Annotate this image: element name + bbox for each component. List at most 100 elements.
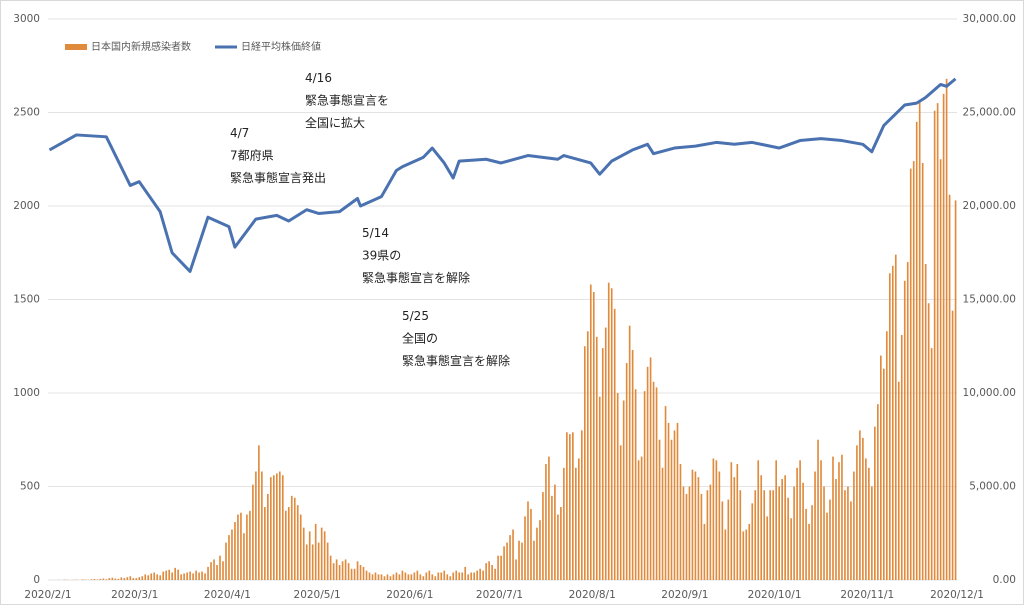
bar — [730, 462, 733, 580]
y2-tick-label: 15,000.00 — [963, 294, 1016, 306]
bar — [897, 381, 900, 580]
bar — [344, 559, 347, 580]
bar — [625, 363, 628, 580]
bar — [557, 514, 559, 580]
bar — [404, 572, 407, 580]
bar — [817, 439, 819, 580]
bar — [649, 357, 652, 580]
bar — [467, 574, 470, 580]
bar — [918, 101, 921, 580]
bar — [156, 574, 159, 580]
bar — [739, 490, 742, 580]
bar — [341, 561, 344, 580]
bar — [261, 471, 263, 580]
bar — [416, 570, 419, 580]
bar — [305, 544, 308, 580]
bar — [482, 570, 484, 580]
y-tick-label: 3000 — [13, 13, 40, 25]
bar — [709, 484, 712, 580]
bar — [323, 531, 326, 580]
x-tick-label: 2020/4/1 — [204, 589, 251, 601]
bar — [682, 486, 685, 580]
bar — [165, 570, 168, 580]
bar — [865, 458, 867, 580]
bar — [192, 573, 194, 580]
annotation: 4/7 — [230, 126, 249, 140]
bar — [231, 529, 233, 580]
bar — [237, 514, 239, 580]
annotation: 緊急事態宣言を解除 — [402, 353, 510, 368]
bar — [81, 579, 84, 580]
bar — [147, 575, 150, 580]
bar — [610, 288, 613, 580]
bar — [673, 430, 676, 580]
bar — [150, 573, 153, 580]
bar — [311, 544, 314, 580]
bar — [284, 510, 287, 580]
bar — [877, 404, 879, 580]
bar — [96, 579, 99, 580]
bar — [658, 439, 661, 580]
bar — [727, 499, 730, 580]
bar — [479, 568, 481, 580]
bar — [554, 484, 556, 580]
bar — [856, 445, 858, 580]
bar — [580, 430, 583, 580]
bar — [811, 505, 813, 580]
bar — [589, 284, 592, 580]
bar — [123, 578, 126, 580]
bar — [939, 159, 942, 580]
y-tick-label: 500 — [20, 481, 40, 493]
bar — [99, 578, 102, 580]
bar — [909, 168, 912, 580]
bar — [500, 555, 502, 580]
bar — [473, 572, 475, 580]
bar — [455, 570, 458, 580]
bar — [506, 542, 508, 580]
bar — [954, 200, 957, 580]
bar — [126, 577, 129, 580]
bar — [335, 559, 338, 580]
bar — [105, 579, 108, 580]
bar — [826, 512, 828, 580]
y2-tick-label: 5,000.00 — [969, 481, 1016, 493]
bar — [598, 396, 601, 580]
x-tick-label: 2020/12/1 — [930, 589, 984, 601]
bar — [718, 471, 721, 580]
bar — [766, 516, 769, 580]
bar — [862, 437, 864, 580]
bar — [494, 568, 496, 580]
bar — [135, 578, 138, 580]
bar — [180, 574, 182, 580]
bar — [724, 529, 727, 580]
bar — [853, 471, 855, 580]
bar — [449, 576, 452, 580]
bar — [503, 546, 505, 580]
bar — [536, 527, 538, 580]
bar — [871, 486, 873, 580]
bar — [380, 574, 383, 580]
bar — [440, 572, 443, 580]
bar — [183, 573, 185, 580]
bar — [835, 479, 837, 580]
bar — [350, 568, 353, 580]
bar — [799, 460, 801, 580]
bar — [745, 529, 748, 580]
bar — [933, 110, 936, 580]
bar — [882, 368, 885, 580]
bar — [317, 542, 320, 580]
bar — [539, 520, 541, 580]
bar — [790, 518, 792, 580]
y-tick-label: 1000 — [13, 387, 40, 399]
bar — [796, 467, 798, 580]
bar — [159, 575, 162, 580]
bar — [129, 576, 132, 580]
bar — [578, 458, 580, 580]
bar — [622, 400, 625, 580]
bar — [153, 572, 156, 580]
bar — [114, 578, 117, 580]
bar — [389, 576, 392, 580]
bar — [805, 508, 807, 580]
bar — [332, 563, 335, 580]
